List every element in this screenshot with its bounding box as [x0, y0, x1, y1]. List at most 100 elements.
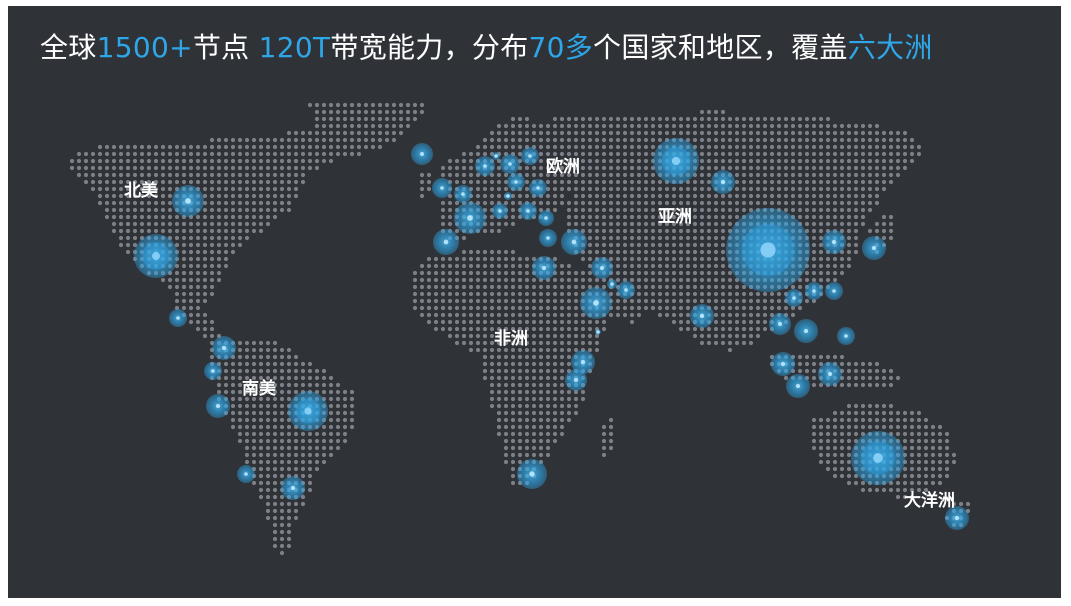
region-label-north-america: 北美 [124, 181, 158, 201]
land-dot [818, 200, 824, 206]
land-dot [741, 137, 747, 143]
land-dot [265, 438, 271, 444]
land-dot [230, 193, 236, 199]
land-dot [237, 158, 243, 164]
land-dot [475, 151, 481, 157]
land-dot [125, 214, 131, 220]
land-dot [202, 256, 208, 262]
land-dot [741, 333, 747, 339]
land-dot [139, 158, 145, 164]
land-dot [867, 193, 873, 199]
land-dot [776, 158, 782, 164]
land-dot [223, 186, 229, 192]
land-dot [76, 165, 82, 171]
land-dot [636, 284, 642, 290]
land-dot [482, 263, 488, 269]
land-dot [783, 130, 789, 136]
land-dot [706, 284, 712, 290]
land-dot [244, 207, 250, 213]
land-dot [482, 186, 488, 192]
land-dot [636, 200, 642, 206]
land-dot [734, 165, 740, 171]
land-dot [202, 298, 208, 304]
land-dot [111, 172, 117, 178]
land-dot [566, 200, 572, 206]
land-dot [839, 410, 845, 416]
land-dot [727, 200, 733, 206]
land-dot [398, 130, 404, 136]
land-dot [552, 179, 558, 185]
land-dot [643, 130, 649, 136]
land-dot [804, 207, 810, 213]
land-dot [279, 529, 285, 535]
region-label-europe: 欧洲 [546, 157, 580, 177]
land-dot [846, 158, 852, 164]
land-dot [748, 158, 754, 164]
land-dot [860, 137, 866, 143]
land-dot [720, 263, 726, 269]
land-dot [440, 200, 446, 206]
land-dot [181, 277, 187, 283]
land-dot [832, 417, 838, 423]
land-dot [447, 221, 453, 227]
land-dot [265, 487, 271, 493]
land-dot [643, 221, 649, 227]
land-dot [622, 130, 628, 136]
land-dot [496, 333, 502, 339]
land-dot [272, 375, 278, 381]
land-dot [559, 431, 565, 437]
land-dot [188, 312, 194, 318]
land-dot [531, 284, 537, 290]
land-dot [818, 263, 824, 269]
land-dot [685, 263, 691, 269]
land-dot [524, 284, 530, 290]
land-dot [559, 382, 565, 388]
land-dot [699, 263, 705, 269]
land-dot [923, 459, 929, 465]
land-dot [195, 291, 201, 297]
land-dot [839, 424, 845, 430]
land-dot [839, 144, 845, 150]
land-dot [657, 277, 663, 283]
land-dot [251, 151, 257, 157]
land-dot [552, 193, 558, 199]
land-dot [391, 137, 397, 143]
land-dot [832, 151, 838, 157]
land-dot [545, 305, 551, 311]
land-dot [888, 424, 894, 430]
land-dot [741, 284, 747, 290]
land-dot [706, 172, 712, 178]
land-dot [783, 186, 789, 192]
land-dot [146, 221, 152, 227]
land-dot [685, 291, 691, 297]
land-dot [293, 375, 299, 381]
land-dot [279, 508, 285, 514]
land-dot [881, 130, 887, 136]
land-dot [720, 242, 726, 248]
map-slide: 全球1500+节点 120T带宽能力，分布70多个国家和地区，覆盖六大洲 北美 … [8, 6, 1061, 598]
land-dot [650, 172, 656, 178]
land-dot [608, 242, 614, 248]
land-dot [860, 123, 866, 129]
land-dot [839, 228, 845, 234]
land-dot [720, 165, 726, 171]
land-dot [832, 459, 838, 465]
land-dot [517, 277, 523, 283]
land-dot [685, 207, 691, 213]
land-dot [300, 501, 306, 507]
land-dot [594, 228, 600, 234]
land-dot [664, 270, 670, 276]
land-dot [846, 242, 852, 248]
land-dot [713, 291, 719, 297]
land-dot [797, 137, 803, 143]
land-dot [734, 151, 740, 157]
land-dot [902, 144, 908, 150]
land-dot [132, 186, 138, 192]
land-dot [909, 424, 915, 430]
land-dot [832, 256, 838, 262]
land-dot [230, 165, 236, 171]
land-dot [97, 179, 103, 185]
land-dot [321, 389, 327, 395]
land-dot [545, 130, 551, 136]
land-dot [706, 165, 712, 171]
